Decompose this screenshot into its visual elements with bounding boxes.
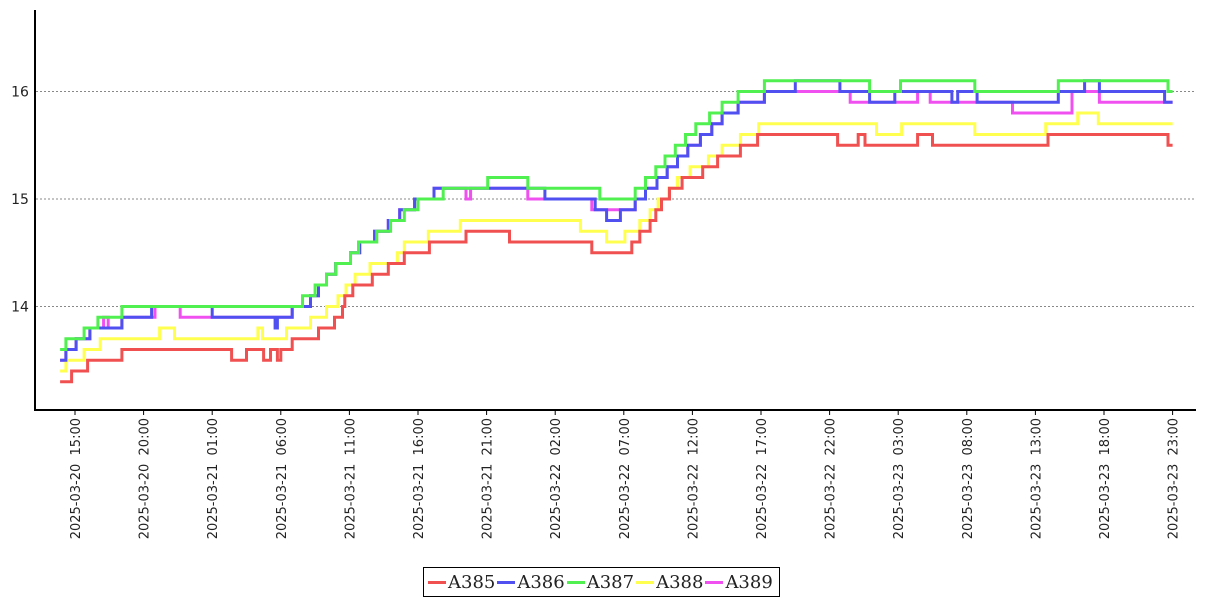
series-line-a388: [60, 111, 1173, 373]
legend: A385 A386 A387 A388 A389: [423, 567, 780, 597]
series-line-a385: [60, 133, 1173, 384]
y-tick-label: 16: [11, 85, 29, 101]
legend-swatch: [636, 580, 655, 584]
series-line-a389: [60, 90, 1173, 362]
legend-label: A387: [586, 571, 635, 593]
series-lines: [60, 79, 1173, 384]
x-tick-label: 2025-03-21 16:00: [412, 418, 427, 539]
legend-item-a386: A386: [497, 571, 565, 593]
x-tick-label: 2025-03-22 12:00: [686, 418, 701, 539]
legend-label: A386: [517, 571, 565, 593]
legend-swatch: [497, 580, 516, 584]
x-tick-label: 2025-03-23 03:00: [892, 418, 907, 539]
x-tick-label: 2025-03-21 01:00: [206, 418, 221, 539]
legend-item-a389: A389: [705, 571, 773, 593]
x-tick-label: 2025-03-21 11:00: [343, 418, 358, 539]
y-tick-label: 14: [11, 300, 29, 316]
x-tick-label: 2025-03-21 21:00: [481, 418, 496, 539]
x-tick-label: 2025-03-21 06:00: [275, 418, 290, 539]
legend-item-a387: A387: [566, 571, 635, 593]
series-line-a387: [60, 79, 1173, 351]
legend-label: A388: [656, 571, 704, 593]
x-tick-label: 2025-03-22 02:00: [549, 418, 564, 539]
x-tick-label: 2025-03-22 07:00: [618, 418, 633, 539]
legend-swatch: [705, 580, 724, 584]
x-tick-label: 2025-03-23 18:00: [1098, 418, 1113, 539]
x-tick-label: 2025-03-22 22:00: [824, 418, 839, 539]
x-tick-label: 2025-03-22 17:00: [755, 418, 770, 539]
x-tick-label: 2025-03-20 20:00: [138, 418, 153, 539]
legend-label: A389: [725, 571, 773, 593]
legend-swatch: [566, 580, 585, 584]
y-tick-label: 15: [11, 192, 29, 208]
x-tick-label: 2025-03-23 13:00: [1029, 418, 1044, 539]
legend-item-a385: A385: [428, 572, 495, 593]
x-tick-label: 2025-03-20 15:00: [69, 418, 84, 539]
x-tick-label: 2025-03-23 08:00: [961, 418, 976, 539]
series-line-a386: [60, 79, 1173, 362]
y-tick-labels: 14 15 16: [11, 85, 29, 316]
x-tick-label: 2025-03-23 23:00: [1167, 418, 1182, 539]
legend-item-a388: A388: [636, 572, 703, 593]
legend-label: A385: [448, 571, 496, 593]
x-tick-labels: 2025-03-20 15:00 2025-03-20 20:00 2025-03-…: [69, 410, 1182, 539]
legend-swatch: [428, 580, 446, 584]
